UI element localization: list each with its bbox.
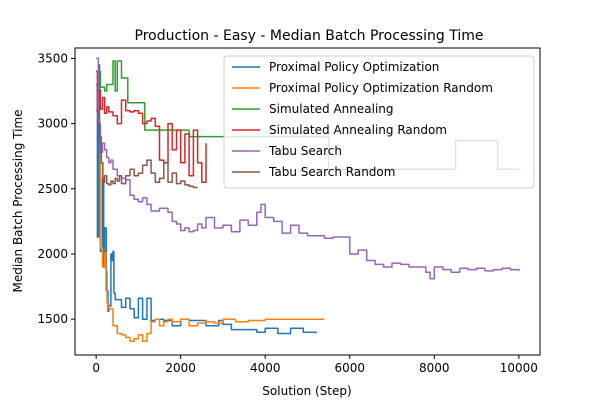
legend-box bbox=[223, 55, 535, 189]
y-axis-label: Median Batch Processing Time bbox=[11, 109, 25, 292]
series-line-1 bbox=[96, 70, 325, 343]
plot-frame bbox=[74, 47, 541, 356]
x-tick-label-3: 6000 bbox=[334, 361, 365, 375]
legend-label-3: Simulated Annealing Random bbox=[269, 123, 447, 137]
x-tick-label-4: 8000 bbox=[419, 361, 450, 375]
x-axis-label: Solution (Step) bbox=[262, 384, 351, 398]
legend-label-1: Proximal Policy Optimization Random bbox=[269, 81, 493, 95]
y-tick-label-3: 3000 bbox=[37, 117, 68, 131]
series-line-3 bbox=[96, 70, 207, 184]
y-tick-label-1: 2000 bbox=[37, 247, 68, 261]
legend-label-2: Simulated Annealing bbox=[269, 102, 394, 116]
legend-label-0: Proximal Policy Optimization bbox=[269, 60, 439, 74]
series-line-5 bbox=[96, 109, 198, 189]
legend-label-4: Tabu Search bbox=[268, 144, 342, 158]
legend: Proximal Policy Optimization Proximal Pol… bbox=[223, 55, 535, 189]
x-tick-label-0: 0 bbox=[92, 361, 100, 375]
x-tick-label-2: 4000 bbox=[250, 361, 281, 375]
y-tick-label-0: 1500 bbox=[37, 312, 68, 326]
chart-title: Production - Easy - Median Batch Process… bbox=[135, 28, 484, 44]
x-tick-label-5: 10000 bbox=[500, 361, 538, 375]
y-tick-label-2: 2500 bbox=[37, 182, 68, 196]
legend-label-5: Tabu Search Random bbox=[268, 165, 395, 179]
y-tick-label-4: 3500 bbox=[37, 51, 68, 65]
x-tick-label-1: 2000 bbox=[165, 361, 196, 375]
